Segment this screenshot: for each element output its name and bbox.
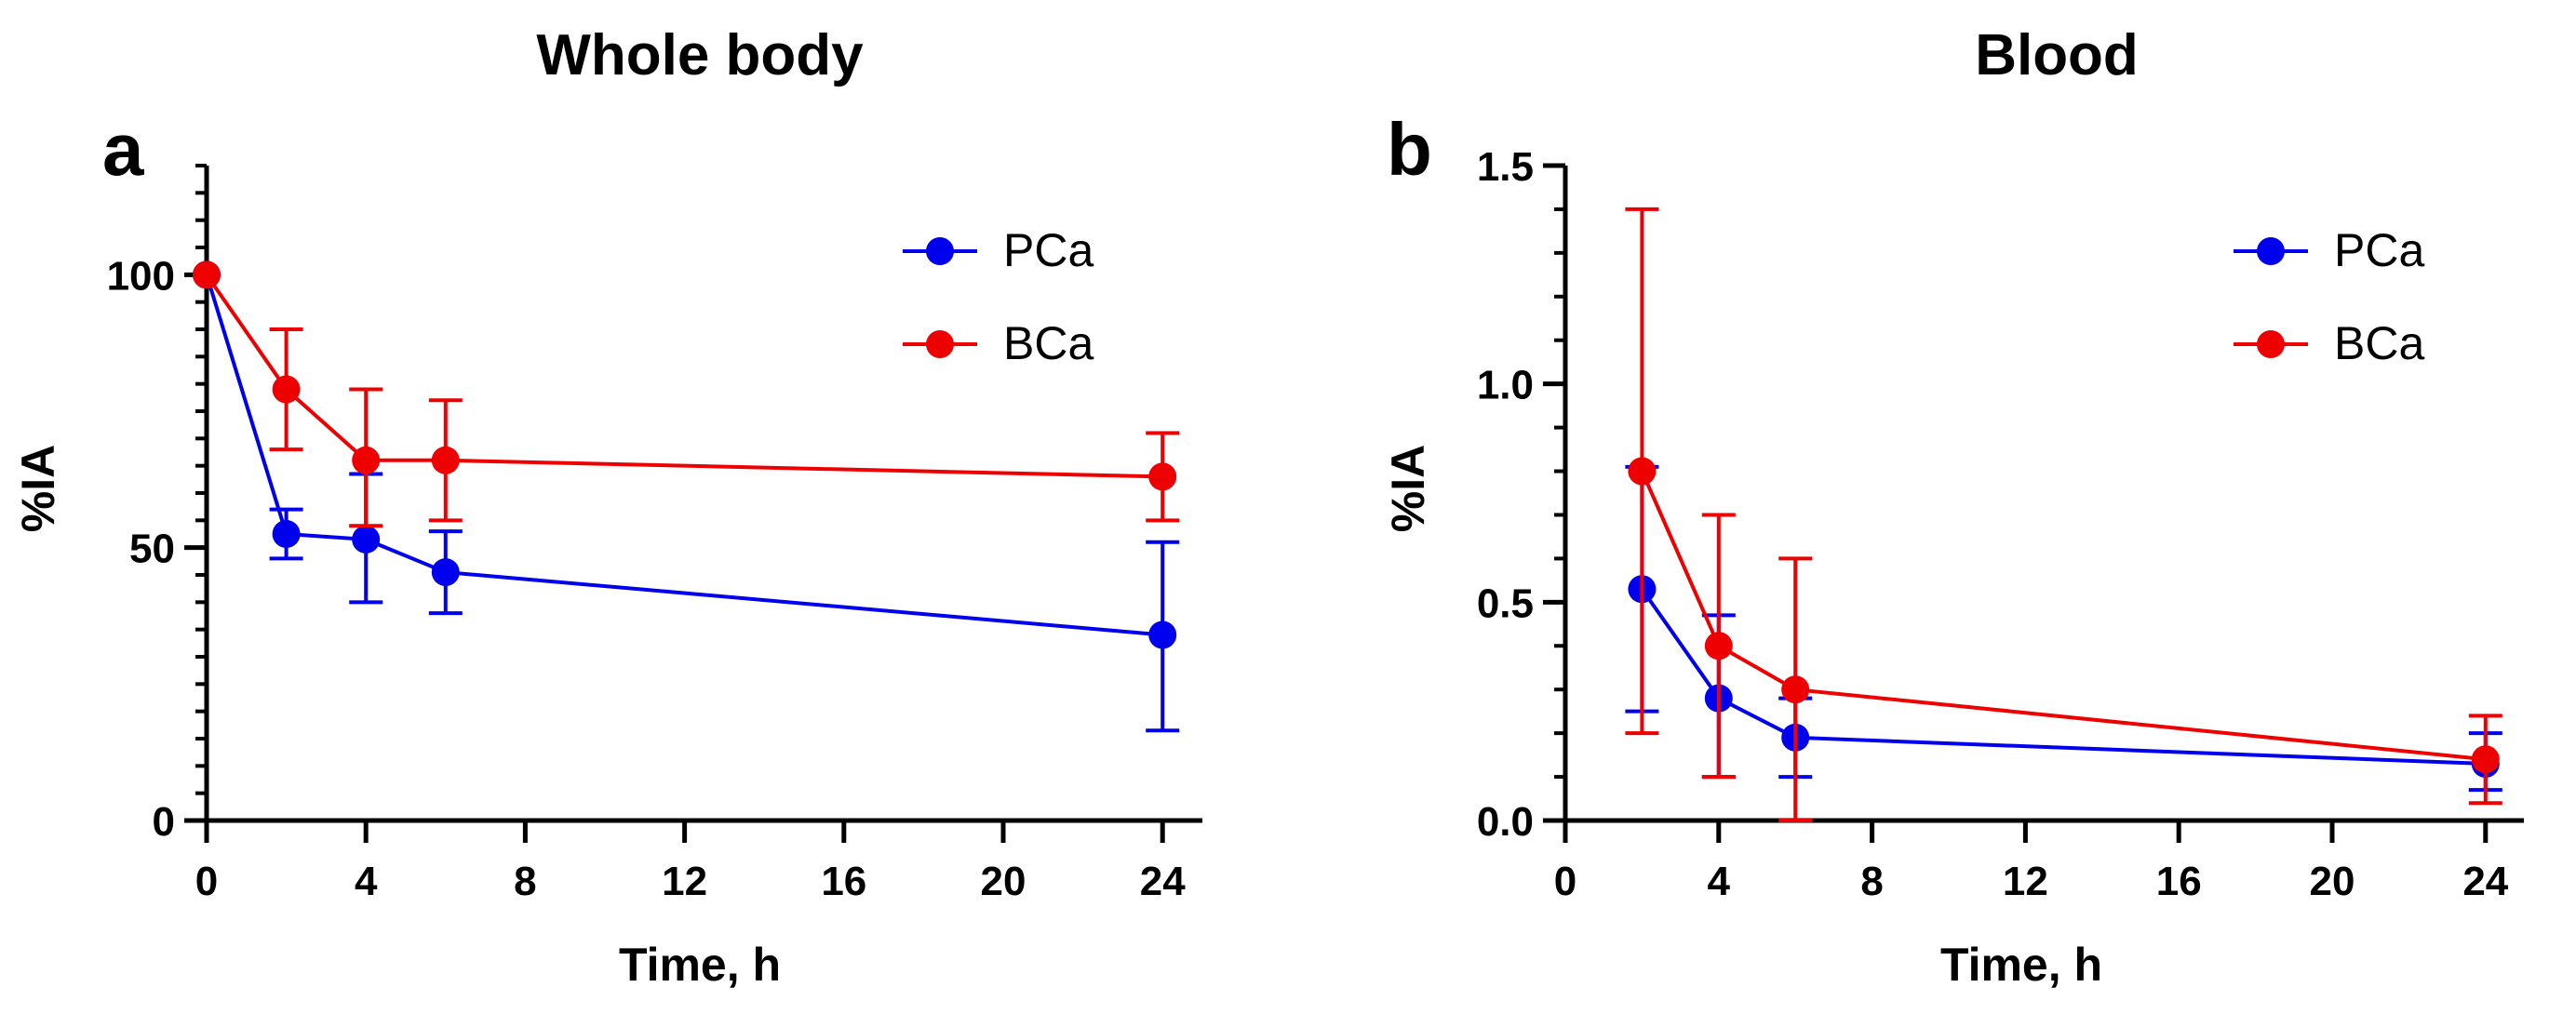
x-tick-label: 20 bbox=[2310, 859, 2355, 904]
panel-b: Blood b %IA Time, h 0.0 0.5 1.0 1.5 0 4 8 12 16 2… bbox=[1382, 23, 2524, 991]
x-tick-label: 12 bbox=[662, 859, 707, 904]
y-tick-label: 100 bbox=[107, 253, 175, 299]
axes: 0 50 100 0 4 8 12 16 20 24 bbox=[107, 164, 1202, 904]
plot-area bbox=[1625, 207, 2502, 822]
data-point-pca bbox=[431, 558, 460, 587]
panel-title: Whole body bbox=[536, 23, 864, 87]
data-point-bca bbox=[1628, 457, 1657, 486]
y-axis-label: %IA bbox=[12, 445, 64, 532]
panel-a: Whole body a %IA Time, h 0 50 100 0 4 8 12 16 20… bbox=[12, 23, 1202, 991]
data-point-pca bbox=[1148, 620, 1177, 649]
x-axis-label: Time, h bbox=[619, 939, 781, 991]
legend-marker-bca bbox=[926, 330, 954, 358]
legend-marker-pca bbox=[2257, 237, 2285, 265]
x-tick-label: 20 bbox=[981, 859, 1026, 904]
legend: PCa BCa bbox=[903, 224, 1093, 369]
data-point-bca bbox=[1148, 462, 1177, 491]
x-tick-label: 16 bbox=[2156, 859, 2202, 904]
y-tick-label: 50 bbox=[129, 527, 175, 572]
legend-marker-bca bbox=[2257, 330, 2285, 358]
y-axis-label: %IA bbox=[1382, 445, 1434, 532]
legend-label-bca: BCa bbox=[1003, 317, 1093, 369]
x-tick-label: 4 bbox=[1708, 859, 1731, 904]
x-tick-label: 4 bbox=[355, 859, 378, 904]
data-point-bca bbox=[272, 375, 301, 404]
legend-label-pca: PCa bbox=[2334, 224, 2424, 276]
legend: PCa BCa bbox=[2234, 224, 2424, 369]
data-point-bca bbox=[352, 446, 381, 474]
data-point-pca bbox=[272, 520, 301, 548]
panel-title: Blood bbox=[1975, 23, 2139, 87]
y-tick-label: 1.0 bbox=[1477, 363, 1534, 408]
x-tick-label: 8 bbox=[1860, 859, 1883, 904]
x-tick-label: 0 bbox=[1554, 859, 1576, 904]
y-tick-label: 0.5 bbox=[1477, 580, 1534, 626]
x-tick-label: 24 bbox=[1140, 859, 1186, 904]
panel-letter: b bbox=[1387, 108, 1432, 191]
x-tick-label: 16 bbox=[821, 859, 866, 904]
data-point-pca bbox=[352, 525, 381, 554]
data-point-bca bbox=[193, 260, 221, 289]
data-point-bca bbox=[1781, 675, 1810, 704]
data-point-bca bbox=[2471, 745, 2500, 774]
plot-area bbox=[193, 260, 1180, 733]
x-tick-label: 12 bbox=[2003, 859, 2048, 904]
data-point-bca bbox=[431, 446, 460, 474]
x-axis-label: Time, h bbox=[1940, 939, 2102, 991]
y-tick-label: 0.0 bbox=[1477, 799, 1534, 845]
series-line-bca bbox=[1640, 470, 2487, 762]
x-tick-label: 8 bbox=[514, 859, 536, 904]
series-line-bca bbox=[205, 274, 1163, 479]
legend-label-pca: PCa bbox=[1003, 224, 1093, 276]
legend-label-bca: BCa bbox=[2334, 317, 2424, 369]
y-tick-label: 0 bbox=[153, 799, 175, 845]
series-line-pca bbox=[1640, 588, 2486, 766]
x-tick-label: 24 bbox=[2462, 859, 2508, 904]
axes: 0.0 0.5 1.0 1.5 0 4 8 12 16 20 24 bbox=[1477, 144, 2524, 904]
legend-marker-pca bbox=[926, 237, 954, 265]
x-tick-label: 0 bbox=[195, 859, 218, 904]
panel-letter: a bbox=[102, 108, 144, 191]
y-tick-label: 1.5 bbox=[1477, 144, 1534, 190]
data-point-bca bbox=[1704, 632, 1733, 660]
